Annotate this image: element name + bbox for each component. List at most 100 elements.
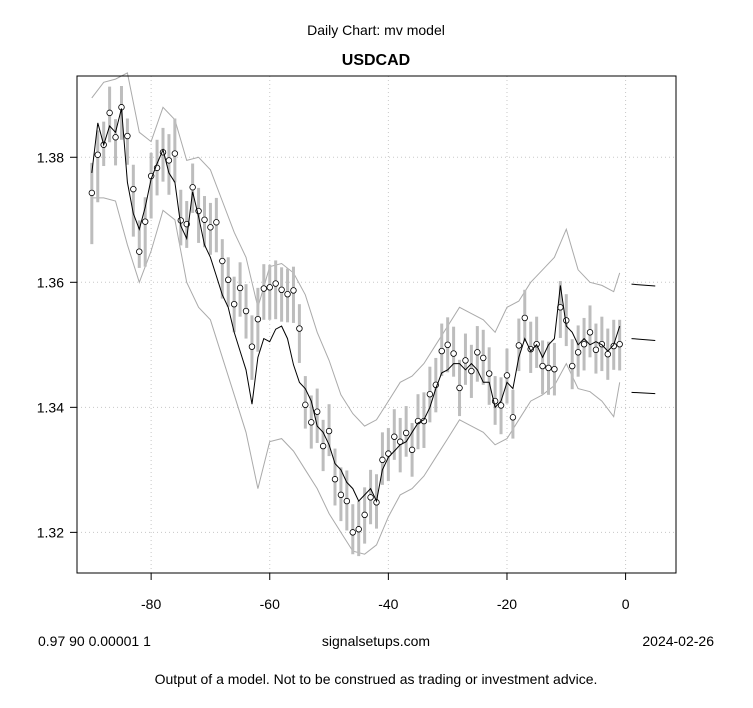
x-tick-label: -80 [141,596,161,612]
close-point [521,314,528,322]
close-point [290,287,297,294]
close-point [343,497,351,505]
close-point [130,185,137,193]
chart-date: 2024-02-26 [642,633,714,649]
axes: -80 -60 -40 -20 0 1.32 1.34 1.36 1.38 [37,149,630,612]
close-point [260,285,268,292]
close-point [296,325,303,332]
close-point [468,367,475,375]
close-point [266,284,273,291]
close-point [509,414,517,421]
close-point [219,257,226,265]
forecast-lower [631,391,656,395]
close-point [515,342,523,349]
close-point [207,224,214,231]
close-point [88,189,96,197]
close-point [480,354,487,362]
close-point [272,280,279,287]
close-point [616,340,623,348]
close-point [539,362,546,370]
close-point [361,511,368,519]
model-line [91,108,621,503]
close-point [569,362,576,370]
close-point [574,349,582,356]
close-point [563,317,570,324]
close-point [213,219,220,226]
close-point [349,529,356,536]
close-point [248,343,256,350]
close-point [284,290,291,298]
close-point [254,315,262,323]
forecast-mid [631,338,656,341]
close-point [438,347,445,355]
close-point [308,419,315,426]
close-point [319,442,327,450]
close-point [456,384,463,392]
close-point [278,286,285,294]
y-tick-label: 1.38 [37,149,64,165]
close-point [497,402,505,409]
source-site: signalsetups.com [321,633,431,649]
plot-frame [76,75,677,574]
close-point [201,216,208,223]
y-tick-label: 1.32 [37,524,64,540]
close-point [236,284,244,292]
close-point [325,427,333,435]
close-point [426,391,434,398]
chart-title: USDCAD [342,52,410,69]
close-point [171,150,179,157]
close-point [112,134,119,141]
close-point [337,491,345,499]
close-point [189,184,196,191]
close-point [124,132,131,140]
model-parameters: 0.97 90 0.00001 1 [38,633,151,649]
close-point [485,370,493,377]
disclaimer: Output of a model. Not to be construed a… [154,671,598,687]
x-tick-label: -20 [497,596,517,612]
close-point [503,372,511,379]
close-point [604,350,611,358]
close-point [230,300,238,308]
close-point [462,357,469,364]
close-point [474,349,481,356]
close-point [142,218,149,225]
model-bands [91,72,621,555]
price-candles [88,86,623,557]
close-point [225,276,232,284]
forecast-upper [631,283,656,287]
close-point [586,329,594,336]
close-point [408,446,416,454]
x-tick-label: -40 [378,596,398,612]
close-point [444,341,451,349]
y-tick-label: 1.36 [37,274,64,290]
close-point [580,340,588,348]
close-point [391,433,398,440]
close-point [402,429,410,437]
close-point [545,364,552,372]
close-point [385,450,392,457]
close-point [242,307,250,315]
grid [77,76,676,573]
band-line [91,72,621,427]
forecast-marks [631,283,656,395]
close-point [592,346,600,354]
x-tick-label: -60 [260,596,280,612]
close-point [165,157,173,164]
close-point [355,526,362,533]
close-point [302,401,309,409]
close-point [379,456,386,464]
close-point [106,109,113,117]
close-point [94,151,101,158]
close-point [313,408,321,415]
band-line [91,197,621,555]
y-tick-label: 1.34 [37,399,64,415]
chart-subtitle: Daily Chart: mv model [307,22,445,38]
close-point [136,248,143,255]
close-point [331,476,339,483]
close-point [551,365,558,373]
close-point [367,494,374,501]
model-line [91,108,621,503]
close-point [450,350,457,357]
x-tick-label: 0 [622,596,630,612]
